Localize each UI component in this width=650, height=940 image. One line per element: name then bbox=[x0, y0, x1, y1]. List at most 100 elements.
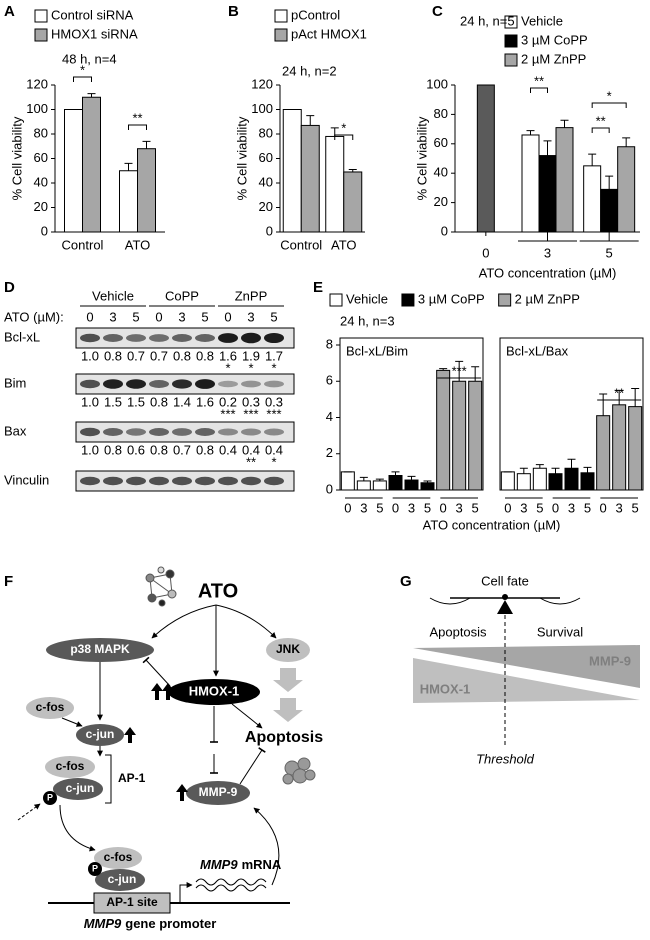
node-jnk: JNK bbox=[276, 642, 300, 656]
group-label: Vehicle bbox=[92, 288, 134, 303]
band-stars: * bbox=[248, 360, 253, 375]
x-tick-label: Control bbox=[280, 237, 322, 252]
ato-molecule bbox=[145, 566, 177, 607]
band-stars: *** bbox=[220, 406, 235, 421]
panel-letter: A bbox=[4, 3, 15, 20]
band bbox=[195, 334, 215, 342]
x-tick-label: 5 bbox=[424, 500, 431, 515]
node-shape bbox=[45, 756, 95, 778]
pivot bbox=[502, 594, 508, 600]
x-tick-label: 0 bbox=[482, 245, 489, 260]
y-tick-label: 40 bbox=[434, 165, 448, 180]
error-bar bbox=[526, 130, 535, 135]
band-value: 0.3 bbox=[265, 394, 283, 409]
x-tick-label: 3 bbox=[544, 245, 551, 260]
band-stars: * bbox=[225, 360, 230, 375]
error-bar bbox=[543, 140, 552, 156]
legend-swatch bbox=[274, 28, 288, 42]
node-shape bbox=[168, 679, 260, 705]
bar bbox=[538, 155, 557, 233]
node-p38: p38 MAPK bbox=[70, 642, 130, 656]
bar bbox=[476, 84, 495, 233]
node-shape bbox=[76, 724, 124, 746]
band-stars: * bbox=[271, 360, 276, 375]
band-value: 0.7 bbox=[173, 442, 191, 457]
y-tick-label: 100 bbox=[251, 101, 273, 116]
bar bbox=[532, 467, 547, 491]
band bbox=[195, 428, 215, 436]
error-bar bbox=[560, 119, 569, 128]
band-value: 0.4 bbox=[265, 442, 283, 457]
sig-stars: * bbox=[341, 120, 346, 135]
band bbox=[103, 428, 123, 436]
apoptotic-cell bbox=[282, 757, 316, 785]
arrow bbox=[253, 807, 280, 886]
panel-letter: G bbox=[400, 573, 412, 590]
mrna-wave bbox=[195, 878, 267, 892]
band-value: 1.7 bbox=[265, 348, 283, 363]
x-tick-label: 5 bbox=[472, 500, 479, 515]
tss-arrow bbox=[179, 882, 193, 903]
legend-label: 3 µM CoPP bbox=[418, 291, 485, 306]
band bbox=[126, 428, 146, 436]
band bbox=[149, 380, 169, 388]
x-tick-label: 0 bbox=[504, 500, 511, 515]
band bbox=[172, 428, 192, 436]
arrow bbox=[151, 604, 217, 639]
band-value: 0.2 bbox=[219, 394, 237, 409]
node-cjun: c-jun bbox=[108, 872, 137, 886]
sig-bracket bbox=[530, 87, 548, 93]
error-bar bbox=[391, 471, 400, 476]
promoter-label: MMP9 gene promoter bbox=[84, 916, 217, 931]
band bbox=[103, 476, 123, 486]
sig-stars: *** bbox=[452, 363, 467, 378]
legend-swatch bbox=[504, 53, 518, 67]
band-value: 1.6 bbox=[196, 394, 214, 409]
node-cfos: c-fos bbox=[56, 759, 85, 773]
bar bbox=[340, 471, 355, 491]
bracket bbox=[105, 754, 112, 804]
legend-label: Control siRNA bbox=[51, 7, 134, 22]
pan bbox=[429, 597, 471, 605]
y-tick-label: 20 bbox=[34, 199, 48, 214]
band-value: 0.8 bbox=[196, 442, 214, 457]
band bbox=[149, 476, 169, 486]
y-tick-label: 6 bbox=[326, 373, 333, 388]
g-left: Apoptosis bbox=[429, 624, 487, 639]
bar bbox=[617, 146, 636, 233]
band-value: 0.7 bbox=[150, 348, 168, 363]
chart-title: Bcl-xL/Bax bbox=[506, 343, 569, 358]
band bbox=[172, 334, 192, 342]
x-tick-label: 0 bbox=[552, 500, 559, 515]
band bbox=[218, 380, 238, 388]
row-label: Bax bbox=[4, 423, 27, 438]
band-stars: *** bbox=[266, 406, 281, 421]
up-arrows bbox=[151, 683, 174, 700]
y-tick-label: 60 bbox=[434, 135, 448, 150]
arrow bbox=[59, 804, 96, 852]
node-p: P bbox=[92, 863, 98, 873]
error-bar bbox=[306, 115, 315, 126]
arrow-gray bbox=[273, 668, 303, 692]
diagram-f: ATO p38 MAPK JNK HMOX-1 Apoptosis MMP-9 … bbox=[17, 566, 323, 931]
bar bbox=[372, 480, 387, 491]
mrna-label: MMP9 mRNA bbox=[200, 857, 282, 872]
bar bbox=[564, 467, 579, 491]
bar bbox=[436, 369, 451, 491]
band bbox=[241, 332, 261, 344]
band bbox=[264, 332, 284, 344]
error-bar bbox=[359, 476, 368, 481]
arrow bbox=[61, 717, 83, 727]
x-tick-label: 0 bbox=[440, 500, 447, 515]
band bbox=[149, 334, 169, 342]
diagram-g: Cell fate Apoptosis Survival MMP-9 HMOX-… bbox=[413, 573, 640, 766]
gene-name: MMP9 bbox=[84, 916, 122, 931]
panel-letter: E bbox=[313, 279, 323, 296]
band-stars: * bbox=[271, 454, 276, 469]
bar bbox=[82, 96, 101, 233]
node-cjun: c-jun bbox=[86, 727, 115, 741]
y-tick-label: 100 bbox=[426, 76, 448, 91]
dose: 5 bbox=[201, 309, 208, 324]
x-tick-label: 5 bbox=[376, 500, 383, 515]
row-label: Bim bbox=[4, 375, 26, 390]
